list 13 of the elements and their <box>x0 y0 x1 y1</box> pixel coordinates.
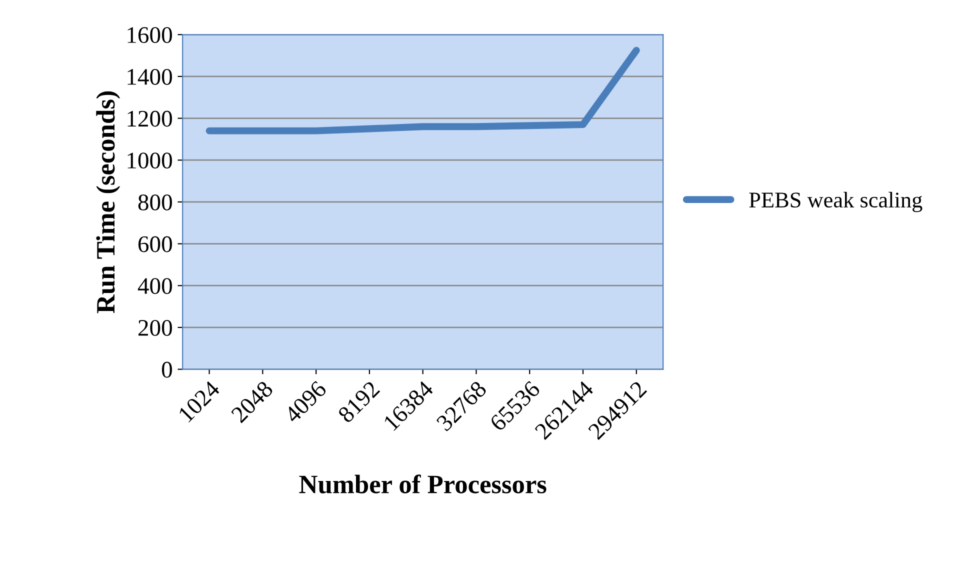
y-tick-label: 1400 <box>128 68 172 85</box>
y-tick-label: 200 <box>138 320 172 336</box>
x-tick-label: 8192 <box>337 380 380 424</box>
x-axis-title: Number of Processors <box>299 474 546 494</box>
y-tick-label: 1000 <box>128 152 172 169</box>
y-tick-label: 1200 <box>128 110 172 127</box>
y-tick-label: 400 <box>138 278 172 294</box>
y-tick-label: 1600 <box>128 27 172 44</box>
y-tick-label: 0 <box>162 362 172 378</box>
legend-label: PEBS weak scaling <box>749 192 922 212</box>
y-axis-title: Run Time (seconds) <box>96 91 120 314</box>
y-tick-label: 800 <box>138 194 172 210</box>
y-tick-label: 600 <box>138 236 172 252</box>
